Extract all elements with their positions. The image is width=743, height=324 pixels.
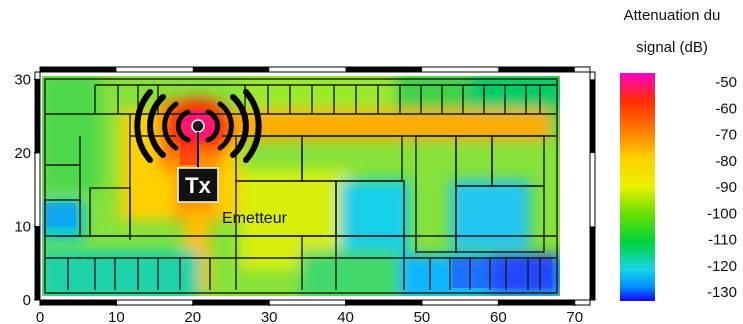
x-tick-label: 30 xyxy=(261,309,278,324)
y-axis-ticks: 0 10 20 30 xyxy=(14,71,40,309)
transmitter: Tx xyxy=(134,89,262,203)
x-tick-label: 70 xyxy=(566,309,583,324)
frame-tick-bar-left xyxy=(35,79,40,153)
frame-tick-bar-right xyxy=(590,79,595,153)
tx-label: Tx xyxy=(185,173,211,198)
frame-tick-bar-top xyxy=(40,67,117,72)
colorbar-tick-label: -60 xyxy=(715,100,737,117)
x-tick-label: 10 xyxy=(108,309,125,324)
colorbar-tick-label: -110 xyxy=(708,232,737,249)
x-tick-label: 20 xyxy=(184,309,201,324)
x-axis-ticks: 0 10 20 30 40 50 60 70 xyxy=(36,300,583,324)
colorbar-title-line1: Attenuation du xyxy=(624,7,721,24)
colorbar-tick-label: -70 xyxy=(715,127,737,144)
y-tick-label: 0 xyxy=(23,292,31,309)
y-tick-label: 30 xyxy=(14,71,31,88)
x-tick-label: 40 xyxy=(337,309,354,324)
frame-tick-bar-right xyxy=(590,226,595,300)
colorbar-tick-label: -100 xyxy=(707,205,737,222)
y-tick-label: 10 xyxy=(14,218,31,235)
frame-tick-bar-top xyxy=(192,67,270,72)
colorbar-tick-label: -90 xyxy=(715,179,737,196)
colorbar-ticks: -50 -60 -70 -80 -90 -100 -110 -120 -130 xyxy=(707,74,737,301)
frame-tick-bar-left xyxy=(35,226,40,300)
colorbar-tick-label: -130 xyxy=(707,284,737,301)
x-tick-label: 60 xyxy=(490,309,507,324)
colorbar-title-line2: signal (dB) xyxy=(636,39,708,56)
signal-waves-icon xyxy=(134,89,262,163)
x-tick-label: 50 xyxy=(414,309,431,324)
frame-tick-bar-bottom xyxy=(345,300,422,305)
frame-tick-bar-bottom xyxy=(40,300,117,305)
x-tick-label: 0 xyxy=(36,309,44,324)
y-tick-label: 20 xyxy=(14,145,31,162)
frame-tick-bar-bottom xyxy=(498,300,575,305)
colorbar xyxy=(620,73,655,301)
frame-tick-marks xyxy=(35,67,595,305)
frame-tick-bar-top xyxy=(498,67,575,72)
colorbar-tick-label: -120 xyxy=(707,258,737,275)
frame-tick-bar-top xyxy=(345,67,422,72)
emetteur-annotation: Emetteur xyxy=(222,210,288,227)
colorbar-tick-label: -80 xyxy=(715,153,737,170)
frame-tick-bar-bottom xyxy=(192,300,270,305)
floor-plan-walls xyxy=(44,78,558,294)
colorbar-tick-label: -50 xyxy=(715,74,737,91)
antenna-icon xyxy=(191,119,205,133)
